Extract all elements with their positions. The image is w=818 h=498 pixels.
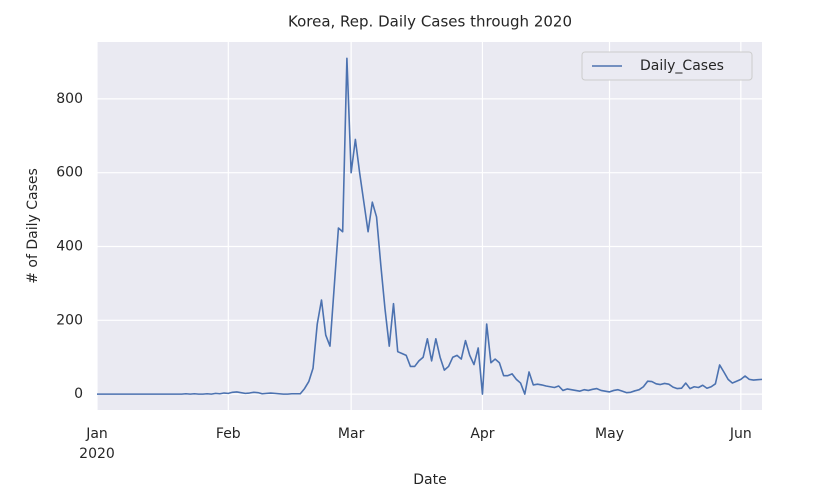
x-tick-label: May — [595, 426, 624, 442]
chart-title: Korea, Rep. Daily Cases through 2020 — [288, 13, 572, 31]
plot-area — [97, 42, 762, 410]
legend-label: Daily_Cases — [640, 58, 724, 74]
legend: Daily_Cases — [581, 51, 753, 81]
y-tick-label: 600 — [56, 165, 83, 181]
x-tick-label: Feb — [216, 426, 241, 442]
y-tick-label: 200 — [56, 312, 83, 328]
y-tick-label: 0 — [74, 386, 83, 402]
y-tick-label: 400 — [56, 238, 83, 254]
x-tick-label: Mar — [338, 426, 365, 442]
x-tick-label: Jan 2020 — [79, 426, 115, 462]
x-axis-label: Date — [413, 472, 446, 488]
data-line — [97, 57, 763, 395]
x-tick-label: Jun — [729, 426, 752, 442]
y-tick-label: 800 — [56, 91, 83, 107]
legend-box — [581, 51, 753, 81]
x-tick-label: Apr — [470, 426, 494, 442]
y-axis-label: # of Daily Cases — [25, 168, 41, 284]
